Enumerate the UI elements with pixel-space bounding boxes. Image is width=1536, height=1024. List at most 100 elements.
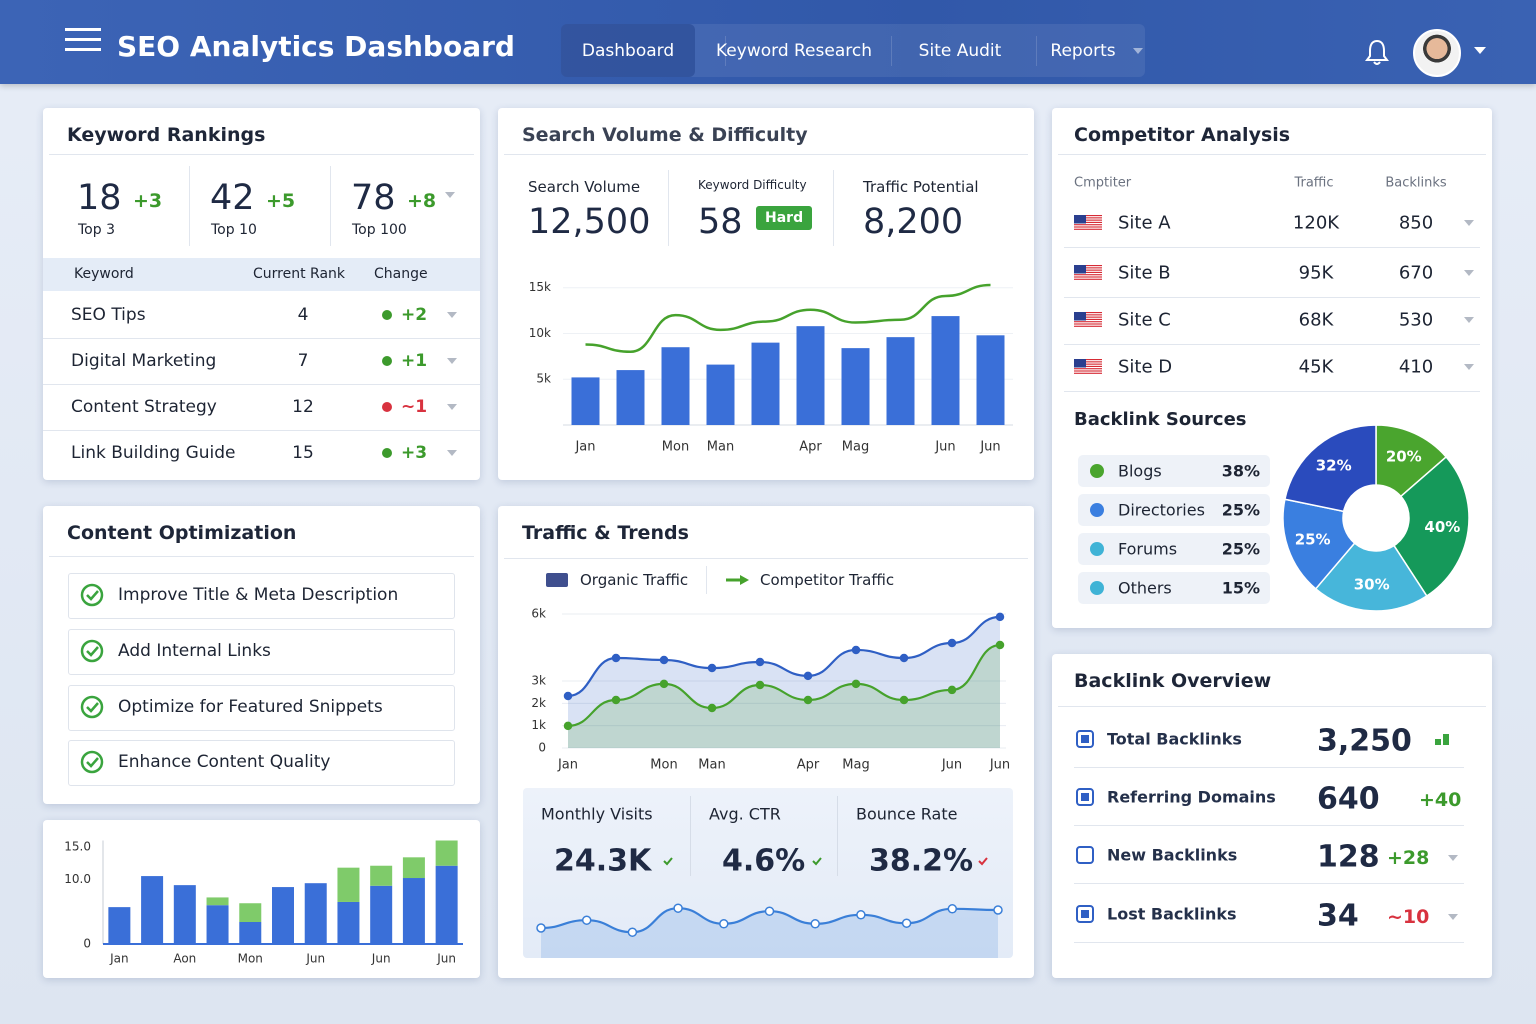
search-volume-chart: 5k 10k 15k Jan Mon Man Apr Mag Jun Jun <box>529 280 1013 455</box>
nav-item[interactable]: Reports <box>1050 41 1116 61</box>
header: SEO Analytics Dashboard Dashboard Keyword… <box>0 0 1536 84</box>
caret-shape <box>1133 48 1143 54</box>
legend-pill <box>1078 533 1270 565</box>
column-header: Traffic <box>1294 175 1334 191</box>
x-tick-label: Jun <box>989 758 1010 773</box>
trend-icon <box>382 448 392 458</box>
check-circle <box>80 639 104 663</box>
checklist-item[interactable] <box>68 685 455 731</box>
dropdown-caret[interactable] <box>445 192 455 199</box>
keyword: Digital Marketing <box>71 351 217 371</box>
caret-shape <box>1464 270 1474 276</box>
dropdown-caret[interactable] <box>447 358 457 365</box>
x-tick-label: Apr <box>797 758 820 773</box>
metric-label: Search Volume <box>528 178 641 196</box>
mini-bars <box>1435 734 1449 745</box>
legend-pill <box>1078 494 1270 526</box>
x-tick-label: Man <box>698 758 725 773</box>
trend-icon <box>382 402 392 412</box>
menu-icon[interactable] <box>65 38 101 41</box>
point <box>764 906 775 916</box>
metric-value: 8,200 <box>863 202 964 242</box>
x-tick-label: Apr <box>799 440 822 455</box>
row-value: 3,250 <box>1317 723 1412 759</box>
change: ~1 <box>401 397 428 417</box>
stat-divider <box>189 166 190 246</box>
user-avatar[interactable] <box>1413 29 1461 77</box>
slice <box>1314 542 1428 612</box>
metric-value: 58 <box>698 202 743 242</box>
divider <box>504 558 1028 559</box>
legend-share: 38% <box>1221 461 1260 481</box>
metric-divider <box>837 796 838 876</box>
point <box>803 671 813 681</box>
flag-stripe <box>1074 325 1102 327</box>
dropdown-caret[interactable] <box>1464 317 1474 324</box>
bar-segment <box>173 885 196 944</box>
flag-icon <box>1074 359 1102 374</box>
y-tick-label: 6k <box>531 607 546 621</box>
point <box>719 919 729 929</box>
dropdown-caret[interactable] <box>1464 364 1474 371</box>
point <box>851 679 861 689</box>
dropdown-caret[interactable] <box>447 404 457 411</box>
dropdown-caret[interactable] <box>1464 220 1474 227</box>
legend-dot <box>1090 542 1104 556</box>
point <box>995 640 1005 650</box>
nav-item[interactable]: Site Audit <box>918 41 1002 61</box>
point <box>810 919 820 929</box>
dropdown-caret[interactable] <box>1448 855 1458 862</box>
bar-segment <box>435 840 458 866</box>
dropdown-caret[interactable] <box>447 450 457 457</box>
point <box>536 923 546 933</box>
caret-shape <box>1464 317 1474 323</box>
flag-stripe <box>1074 312 1102 314</box>
icon-box <box>1076 788 1094 806</box>
section-title: Backlink Sources <box>1074 409 1247 430</box>
nav-item[interactable]: Dashboard <box>581 41 675 61</box>
row-divider <box>1074 942 1464 943</box>
stat-change: +3 <box>133 190 163 212</box>
flag-stripe <box>1074 323 1102 325</box>
bar-segment <box>272 887 294 944</box>
user-menu-caret[interactable] <box>1474 47 1486 55</box>
legend-name: Blogs <box>1118 461 1162 481</box>
flag-stripe <box>1074 224 1102 226</box>
point <box>627 927 638 937</box>
x-tick-label: Jan <box>574 440 595 455</box>
flag-stripe <box>1074 276 1102 278</box>
check-icon <box>80 639 104 663</box>
mini-bar <box>1443 734 1449 745</box>
y-tick-label: 10k <box>529 326 551 340</box>
bar <box>661 347 690 425</box>
check-mark <box>86 646 99 657</box>
x-tick-label: Jun <box>371 952 391 966</box>
metric-divider <box>668 170 669 246</box>
site-name: Site A <box>1118 212 1171 234</box>
backlink-overview-card: Backlink Overview Total Backlinks 3,250 Re… <box>1052 654 1492 978</box>
flag-stripe <box>1074 265 1102 267</box>
checklist-item[interactable] <box>68 629 455 675</box>
change: +2 <box>401 305 428 325</box>
dropdown-caret[interactable] <box>1133 48 1143 55</box>
flag-stripe <box>1074 226 1102 228</box>
metric-value: 24.3K <box>554 843 652 879</box>
bar <box>751 342 780 425</box>
nav-item[interactable]: Keyword Research <box>716 41 872 61</box>
slice-label: 30% <box>1354 575 1390 593</box>
flag-stripe <box>1074 267 1102 269</box>
dropdown-caret[interactable] <box>1448 914 1458 921</box>
check-circle <box>80 750 104 774</box>
row-value: 128 <box>1317 839 1380 875</box>
flag-canton <box>1074 215 1086 224</box>
dropdown-caret[interactable] <box>1464 270 1474 277</box>
notification-bell[interactable] <box>1364 38 1390 66</box>
row-icon <box>1076 788 1094 806</box>
legend-pill <box>1078 455 1270 487</box>
content-optimization-card: Content Optimization Improve Title & Met… <box>43 506 480 804</box>
checklist-text: Add Internal Links <box>118 641 271 661</box>
dropdown-caret[interactable] <box>447 312 457 319</box>
checklist-item[interactable] <box>68 573 455 619</box>
checklist-item[interactable] <box>68 740 455 786</box>
x-tick-label: Jan <box>109 952 129 966</box>
